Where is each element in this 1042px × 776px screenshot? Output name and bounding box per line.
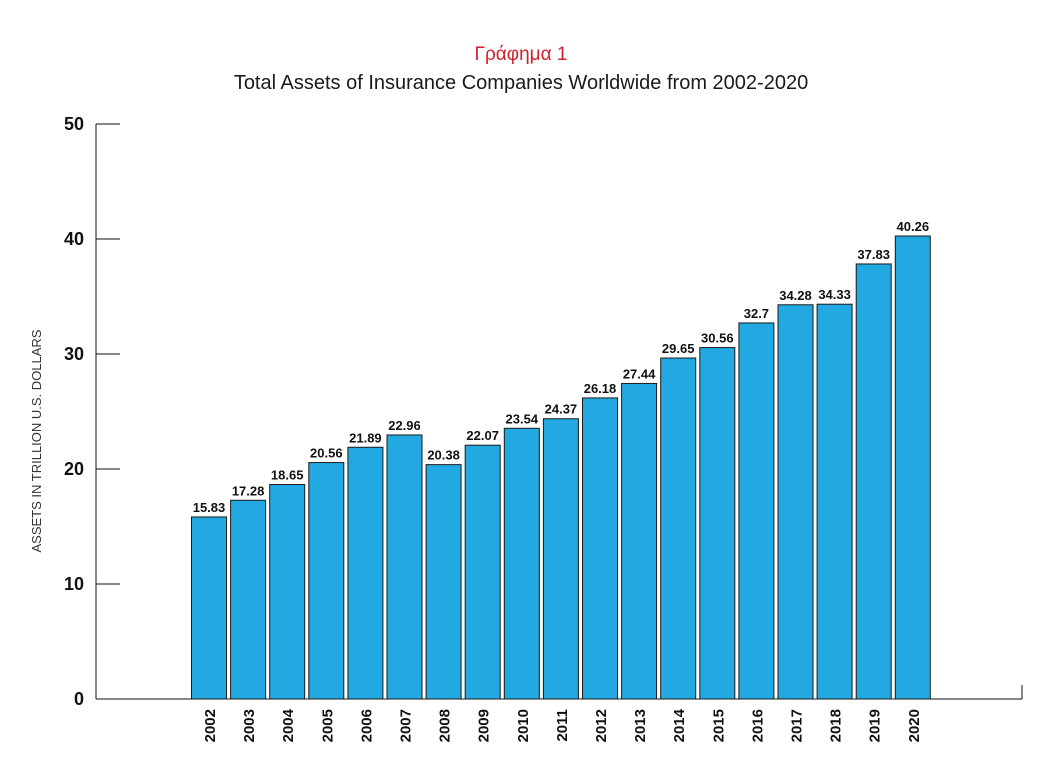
bar-2006 xyxy=(347,446,384,700)
category-label: 2004 xyxy=(280,708,297,742)
chart-title: Total Assets of Insurance Companies Worl… xyxy=(233,72,809,94)
category-label: 2020 xyxy=(906,709,923,742)
value-label: 34.33 xyxy=(818,287,851,302)
category-label: 2016 xyxy=(749,709,766,742)
value-labels: 15.83 17.28 18.65 20.56 21.89 22.96 20.38 22.07… xyxy=(193,219,929,515)
value-label: 20.56 xyxy=(310,446,343,461)
bar-2002 xyxy=(191,516,227,700)
category-label: 2012 xyxy=(593,709,610,742)
y-tick-label: 30 xyxy=(64,344,84,364)
value-label: 15.83 xyxy=(193,500,226,515)
bar-2005 xyxy=(308,462,345,700)
category-label: 2014 xyxy=(671,708,688,742)
value-label: 34.28 xyxy=(779,288,812,303)
category-label: 2002 xyxy=(202,709,219,742)
value-label: 20.38 xyxy=(427,448,460,463)
bar-2004 xyxy=(269,484,306,700)
bar-2020 xyxy=(894,235,931,700)
bar-2012 xyxy=(582,397,618,700)
value-label: 27.44 xyxy=(623,366,656,381)
bars xyxy=(191,235,931,700)
y-tick-label: 20 xyxy=(64,459,84,479)
category-label: 2005 xyxy=(319,709,336,742)
category-label: 2019 xyxy=(867,709,884,742)
value-label: 18.65 xyxy=(271,468,304,483)
category-labels: 2002 2003 2004 2005 2006 2007 2008 2009 2010 2011… xyxy=(202,708,923,742)
value-label: 17.28 xyxy=(232,483,265,498)
value-label: 32.7 xyxy=(744,306,769,321)
bar-2019 xyxy=(855,263,892,700)
bar-2016 xyxy=(738,322,775,700)
value-label: 22.07 xyxy=(466,428,499,443)
bar-2003 xyxy=(230,499,267,700)
value-label: 24.37 xyxy=(545,402,578,417)
value-label: 37.83 xyxy=(857,247,890,262)
bar-2010 xyxy=(503,427,540,700)
value-label: 21.89 xyxy=(349,430,382,445)
category-label: 2008 xyxy=(437,709,454,742)
value-label: 40.26 xyxy=(897,219,930,234)
bar-2018 xyxy=(816,303,853,700)
value-label: 26.18 xyxy=(584,381,617,396)
y-tick-label: 0 xyxy=(74,689,84,709)
category-label: 2009 xyxy=(476,709,493,742)
value-label: 22.96 xyxy=(388,418,421,433)
category-label: 2003 xyxy=(241,709,258,742)
bar-2014 xyxy=(660,357,697,700)
y-tick-label: 10 xyxy=(64,574,84,594)
y-tick-label: 50 xyxy=(64,114,84,134)
bar-2008 xyxy=(425,464,462,700)
y-tick-label: 40 xyxy=(64,229,84,249)
bar-2013 xyxy=(621,382,658,700)
figure-label: Γράφημα 1 xyxy=(474,44,568,65)
bar-2007 xyxy=(386,434,423,700)
category-label: 2013 xyxy=(632,709,649,742)
category-label: 2018 xyxy=(828,709,845,742)
value-label: 23.54 xyxy=(506,411,539,426)
bar-2015 xyxy=(699,347,736,700)
bar-2009 xyxy=(464,444,501,700)
bar-2017 xyxy=(777,304,814,700)
value-label: 30.56 xyxy=(701,331,734,346)
y-axis-label: ASSETS IN TRILLION U.S. DOLLARS xyxy=(29,329,44,552)
category-label: 2010 xyxy=(515,709,532,742)
category-label: 2011 xyxy=(554,709,571,742)
category-label: 2017 xyxy=(789,709,806,742)
value-label: 29.65 xyxy=(662,341,695,356)
bar-2011 xyxy=(542,418,579,700)
category-label: 2015 xyxy=(710,709,727,742)
category-label: 2007 xyxy=(398,709,415,742)
category-label: 2006 xyxy=(358,709,375,742)
